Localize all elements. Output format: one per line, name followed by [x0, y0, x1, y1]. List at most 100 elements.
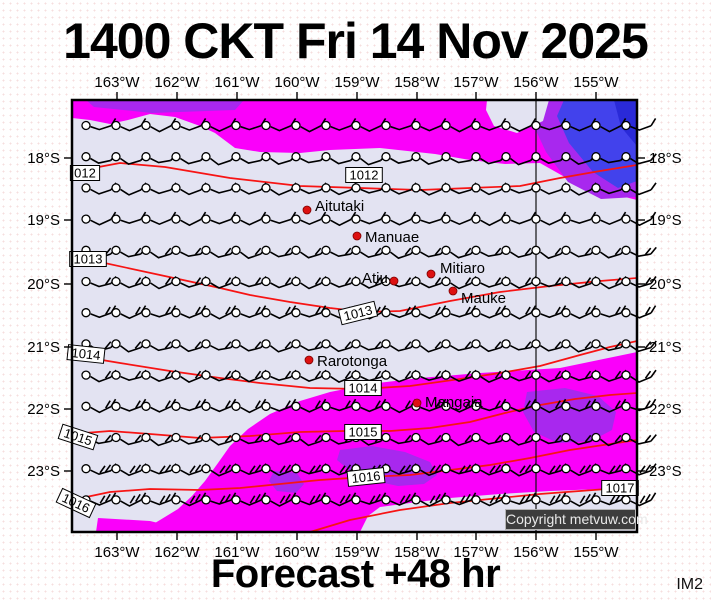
lat-label-right: 23°S	[649, 463, 682, 480]
station-label-mauke: Mauke	[461, 290, 506, 307]
wind-barb	[441, 152, 477, 164]
svg-text:1013: 1013	[342, 302, 374, 324]
wind-barb	[561, 152, 597, 165]
wind-barb	[471, 369, 507, 384]
isobar-label-1013: 1013	[69, 251, 107, 267]
lon-label-bottom: 162°W	[154, 544, 200, 561]
svg-text:1014: 1014	[71, 345, 101, 363]
isobar-label-1014: 1014	[344, 380, 382, 396]
wind-barb	[321, 398, 357, 412]
wind-barb	[291, 339, 327, 352]
forecast-subtitle: Forecast +48 hr	[210, 552, 501, 596]
lon-label-top: 157°W	[453, 74, 499, 91]
svg-text:1012: 1012	[350, 168, 379, 183]
lat-label-left: 21°S	[27, 339, 60, 356]
wind-barb	[171, 211, 207, 227]
wind-barb	[441, 182, 477, 195]
wind-barb	[411, 339, 447, 353]
copyright-badge: Copyright metvuw.com	[505, 509, 648, 530]
wind-barb-layer	[81, 118, 657, 507]
lat-label-left: 22°S	[27, 401, 60, 418]
lat-label-left: 23°S	[27, 463, 60, 480]
wind-barb	[591, 118, 627, 133]
wind-barb	[501, 339, 537, 351]
lon-label-bottom: 163°W	[94, 544, 140, 561]
isobar-label-1017: 1017	[601, 480, 639, 496]
lon-label-bottom: 158°W	[394, 544, 440, 561]
wind-barb	[621, 276, 657, 288]
wind-barb	[261, 339, 297, 353]
svg-text:1017: 1017	[606, 481, 635, 496]
wind-barb	[231, 245, 267, 260]
wind-barb	[441, 398, 477, 413]
wind-barb	[621, 492, 657, 507]
lat-label-right: 22°S	[649, 401, 682, 418]
station-label-mitiaro: Mitiaro	[440, 260, 485, 277]
station-label-atiu: Atiu	[362, 270, 388, 287]
precip-region-south-purple-small	[269, 471, 304, 493]
lon-label-bottom: 155°W	[573, 544, 619, 561]
wind-barb	[231, 398, 267, 414]
wind-barb	[381, 432, 417, 445]
isobar-label-1013: 1013	[337, 300, 379, 326]
wind-barb	[501, 245, 537, 259]
wind-barb	[531, 245, 567, 260]
isobar-label-1015: 1015	[344, 424, 382, 440]
isobar-label-1012: 1012	[345, 167, 383, 183]
isobar-label-1014: 1014	[66, 344, 106, 364]
svg-text:012: 012	[74, 166, 96, 181]
wind-barb	[471, 245, 507, 258]
wind-barb	[411, 432, 447, 446]
wind-barb	[381, 245, 417, 260]
wind-barb	[531, 398, 567, 414]
wind-barb	[501, 369, 537, 382]
lon-label-top: 156°W	[513, 74, 559, 91]
lat-label-right: 18°S	[649, 150, 682, 167]
wind-barb	[441, 339, 477, 352]
precip-region-north-blue	[557, 100, 637, 188]
wind-barb	[261, 211, 297, 225]
wind-barb	[621, 118, 657, 131]
precip-region-southwest-magenta-wedge	[96, 518, 188, 532]
model-watermark: IM2	[676, 576, 703, 593]
wind-barb	[291, 463, 327, 475]
wind-barb	[591, 369, 627, 382]
lon-label-bottom: 156°W	[513, 544, 559, 561]
station-dot-aitutaki	[302, 205, 312, 215]
station-dot-mauke	[448, 286, 458, 296]
station-dot-mangaia	[412, 398, 422, 408]
station-dot-mitiaro	[426, 269, 436, 279]
wind-barb	[621, 339, 657, 353]
lon-label-top: 163°W	[94, 74, 140, 91]
wind-barb	[231, 369, 267, 383]
lat-label-right: 21°S	[649, 339, 682, 356]
wind-barb	[621, 369, 657, 384]
wind-barb	[471, 152, 507, 165]
wind-barb	[411, 492, 447, 507]
wind-barb	[561, 369, 597, 381]
wind-barb	[111, 398, 147, 412]
station-dot-rarotonga	[304, 355, 314, 365]
lon-label-top: 158°W	[394, 74, 440, 91]
wind-barb	[291, 432, 327, 447]
svg-text:1014: 1014	[349, 381, 378, 396]
isobar-line-1015	[71, 392, 638, 439]
wind-barb	[501, 492, 537, 505]
map-border	[70, 98, 639, 534]
isobar-label-1015: 1015	[57, 423, 99, 451]
lon-label-top: 162°W	[154, 74, 200, 91]
wind-barb	[471, 276, 507, 288]
lat-label-left: 20°S	[27, 276, 60, 293]
wind-barb	[141, 211, 177, 226]
wind-barb	[321, 463, 357, 476]
svg-text:1013: 1013	[74, 252, 103, 267]
lat-label-left: 19°S	[27, 212, 60, 229]
wind-barb	[531, 305, 567, 319]
lon-label-bottom: 157°W	[453, 544, 499, 561]
wind-barb	[381, 152, 417, 164]
station-label-rarotonga: Rarotonga	[317, 353, 388, 370]
wind-barb	[621, 305, 657, 319]
lon-label-top: 155°W	[573, 74, 619, 91]
wind-barb	[621, 182, 657, 196]
